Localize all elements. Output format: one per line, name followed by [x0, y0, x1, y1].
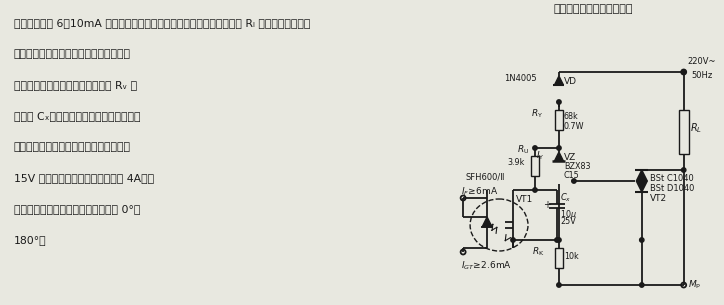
- Bar: [555, 248, 563, 268]
- Circle shape: [557, 100, 561, 104]
- Circle shape: [572, 179, 576, 183]
- Polygon shape: [555, 76, 563, 85]
- Polygon shape: [636, 170, 647, 181]
- Text: 68k: 68k: [564, 112, 578, 121]
- Text: 给光敏二极管提供直流电源，电阵 Rᵥ 串: 给光敏二极管提供直流电源，电阵 Rᵥ 串: [14, 80, 137, 90]
- Text: $R_{\rm Y}$: $R_{\rm Y}$: [531, 108, 543, 120]
- Text: $C_x$: $C_x$: [560, 192, 571, 204]
- Text: $M_{\rm P}$: $M_{\rm P}$: [688, 279, 701, 291]
- Bar: [531, 156, 539, 176]
- Polygon shape: [636, 181, 647, 192]
- Circle shape: [533, 146, 537, 150]
- Text: 50Hz: 50Hz: [691, 71, 713, 81]
- Text: $R_{\rm U}$: $R_{\rm U}$: [517, 144, 529, 156]
- Text: 能量。稳压管用于使光敏二极管有稳定的: 能量。稳压管用于使光敏二极管有稳定的: [14, 142, 131, 152]
- Text: BZX83: BZX83: [564, 162, 591, 171]
- Text: BSt D1040: BSt D1040: [649, 184, 694, 193]
- Text: 180°。: 180°。: [14, 235, 46, 245]
- Text: BSt C1040: BSt C1040: [649, 174, 694, 183]
- Text: 电阵负载时），晶闸管移相角范围为 0°～: 电阵负载时），晶闸管移相角范围为 0°～: [14, 204, 140, 214]
- Circle shape: [639, 238, 644, 242]
- Text: 15V 电压。该电路最大开关电流为 4A（纯: 15V 电压。该电路最大开关电流为 4A（纯: [14, 173, 154, 183]
- Text: C15: C15: [564, 171, 580, 180]
- Text: 联电容 Cₓ，用于在电源负半周时储存控制: 联电容 Cₓ，用于在电源负半周时储存控制: [14, 111, 140, 121]
- Text: $I_{\rm Y}$: $I_{\rm Y}$: [536, 150, 545, 163]
- Circle shape: [557, 146, 561, 150]
- Text: 0.7W: 0.7W: [564, 122, 584, 131]
- Circle shape: [555, 238, 559, 242]
- Text: $I_{GT}\!\geq\!2.6\rm{mA}$: $I_{GT}\!\geq\!2.6\rm{mA}$: [461, 260, 512, 272]
- Polygon shape: [482, 217, 492, 227]
- Circle shape: [557, 283, 561, 287]
- Text: SFH600/Ⅱ: SFH600/Ⅱ: [465, 172, 505, 181]
- Circle shape: [681, 70, 686, 74]
- Text: +: +: [543, 200, 551, 210]
- Circle shape: [681, 168, 686, 172]
- Text: 电路中如果光电耦合器发光: 电路中如果光电耦合器发光: [554, 4, 634, 14]
- Circle shape: [533, 188, 537, 192]
- Text: VZ: VZ: [564, 153, 576, 162]
- Polygon shape: [555, 152, 563, 161]
- Text: $R_{\rm K}$: $R_{\rm K}$: [532, 246, 545, 259]
- Text: VT1: VT1: [516, 195, 534, 204]
- Text: VD: VD: [564, 77, 577, 86]
- Text: $R_L$: $R_L$: [690, 121, 702, 135]
- Text: 二极管内流过 6～10mA 电流，则光敏二极管导通，使晶闸管导通，负载 Rₗ 上有电流通过；反: 二极管内流过 6～10mA 电流，则光敏二极管导通，使晶闸管导通，负载 Rₗ 上…: [14, 18, 311, 28]
- Text: 220V~: 220V~: [688, 58, 716, 66]
- Text: VT2: VT2: [649, 194, 667, 203]
- Text: 1N4005: 1N4005: [505, 74, 537, 83]
- Text: 25V: 25V: [560, 217, 576, 226]
- Text: $10\mu$: $10\mu$: [560, 208, 577, 221]
- Text: 3.9k: 3.9k: [507, 158, 524, 167]
- Text: $I_F \!\geq\! 6\rm{mA}$: $I_F \!\geq\! 6\rm{mA}$: [461, 186, 498, 199]
- Text: 10k: 10k: [564, 252, 578, 261]
- Bar: [555, 110, 563, 130]
- Circle shape: [557, 238, 561, 242]
- Bar: [678, 110, 689, 154]
- Circle shape: [639, 283, 644, 287]
- Circle shape: [511, 238, 515, 242]
- Text: 之则无电流流过负载。电路中二极管用于: 之则无电流流过负载。电路中二极管用于: [14, 49, 131, 59]
